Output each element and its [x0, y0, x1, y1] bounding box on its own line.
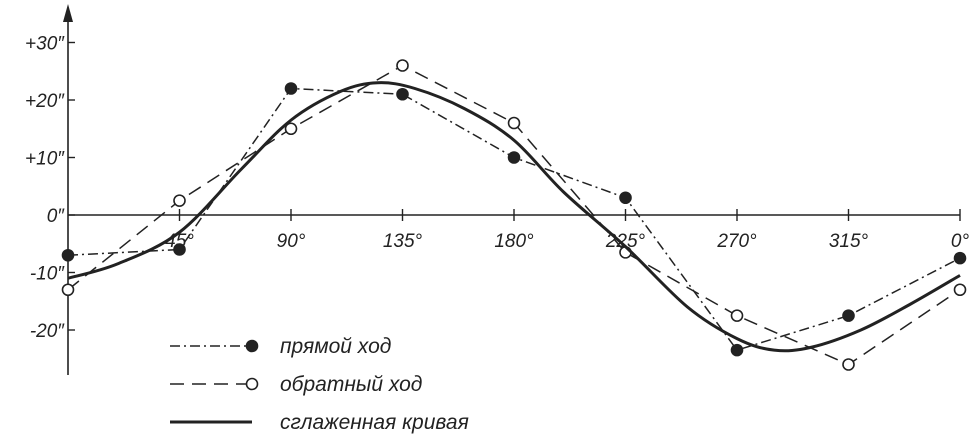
legend-series-3-label: сглаженная кривая [280, 411, 469, 434]
x-tick-label: 315° [829, 231, 869, 252]
series-1-point [730, 343, 744, 357]
series-1-point [619, 191, 632, 205]
series-1-point [842, 309, 855, 322]
series-3-line [67, 81, 961, 353]
x-tick-label: 225° [605, 231, 646, 252]
tick-labels: +30″ +20″ +10″ 0″ -10″ -20″ 45° 90° 135° 180° 225°… [25, 34, 969, 343]
series-2-point [953, 283, 967, 297]
series-1-point [953, 251, 967, 265]
y-tick-label: +20″ [25, 91, 65, 112]
x-tick-label: 90° [277, 231, 306, 252]
series-1-point [61, 248, 75, 262]
series-1-point [284, 82, 298, 95]
series-group [61, 59, 967, 371]
x-tick-label: 45° [165, 231, 194, 252]
series-2-point [507, 116, 521, 130]
legend-series-1-marker [245, 339, 259, 353]
series-2-point [173, 194, 186, 207]
y-tick-label: -10″ [30, 264, 65, 285]
x-tick-label: 270° [716, 231, 757, 252]
legend: прямой ход обратный ход сглаженная кривая [170, 335, 469, 434]
series-1-point [507, 151, 521, 164]
legend-series-2-label: обратный ход [280, 373, 422, 396]
series-2-point [730, 309, 744, 322]
y-tick-label: +30″ [25, 34, 65, 55]
y-tick-label: 0″ [47, 206, 66, 227]
series-2-point [284, 122, 298, 136]
legend-series-1-label: прямой ход [280, 335, 391, 358]
x-tick-label: 180° [494, 231, 534, 252]
series-2-point [842, 358, 855, 371]
series-2-point [396, 59, 409, 72]
y-axis-arrow [63, 4, 73, 22]
x-tick-label: 0° [951, 231, 970, 252]
axes [63, 4, 961, 375]
legend-series-2-marker [245, 377, 259, 391]
series-2-point [61, 283, 75, 297]
series-1-point [396, 87, 409, 101]
y-tick-label: +10″ [25, 149, 65, 170]
x-tick-label: 135° [383, 231, 423, 252]
series-1-point [173, 243, 186, 256]
y-tick-label: -20″ [30, 321, 65, 342]
